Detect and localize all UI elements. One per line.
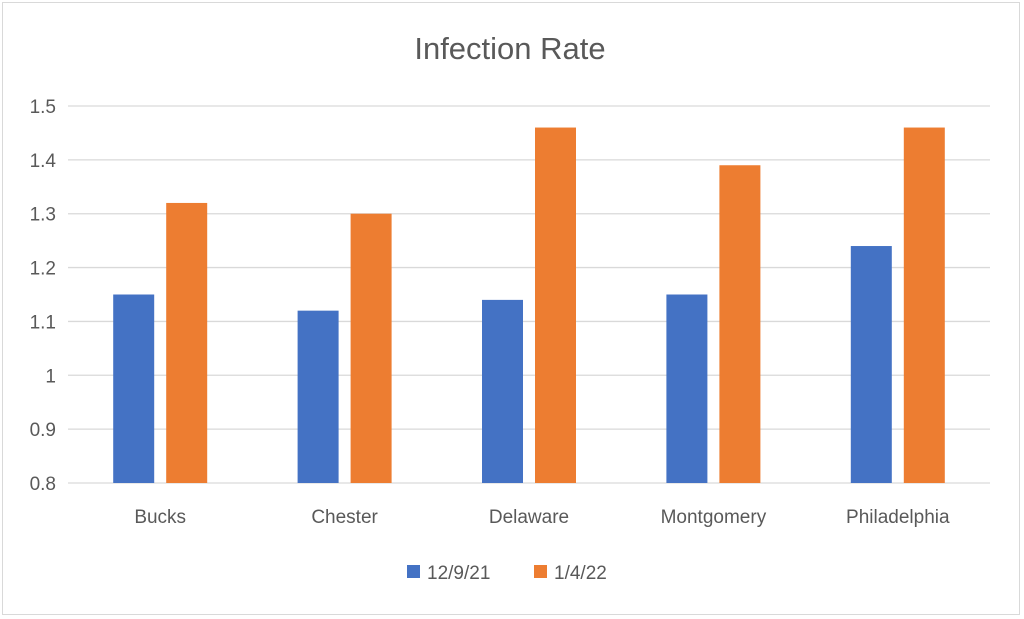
legend: 12/9/21 1/4/22 [407,563,607,584]
gridlines [68,105,990,484]
x-tick-label: Philadelphia [846,507,950,528]
y-tick-label: 0.9 [30,420,56,441]
legend-swatch [534,565,547,578]
bar-bucks-series-1 [113,294,155,483]
y-axis-ticks: 0.8 0.9 1 1.1 1.2 1.3 1.4 1.5 [30,97,57,495]
bar-chester-series-1 [297,310,339,483]
x-tick-label: Delaware [489,507,569,528]
bar-bucks-series-2 [166,202,208,483]
bar-philadelphia-series-2 [903,127,945,484]
y-tick-label: 1.5 [30,97,56,118]
y-tick-label: 1.3 [30,205,56,226]
bar-chester-series-2 [350,213,392,483]
chart-title: Infection Rate [414,31,605,66]
x-tick-label: Bucks [134,507,186,528]
x-tick-label: Montgomery [661,507,767,528]
bar-philadelphia-series-1 [850,246,892,483]
legend-swatch [407,565,420,578]
y-tick-label: 1 [45,366,56,387]
legend-label: 12/9/21 [427,563,490,584]
x-tick-label: Chester [311,507,378,528]
bar-montgomery-series-2 [719,165,761,483]
bar-delaware-series-1 [482,299,523,483]
y-tick-label: 1.2 [30,259,56,280]
bar-delaware-series-2 [535,127,576,484]
x-axis-ticks: Bucks Chester Delaware Montgomery Philadelph… [134,507,950,528]
y-tick-label: 1.4 [30,151,57,172]
bar-montgomery-series-1 [666,294,708,483]
y-tick-label: 0.8 [30,474,56,495]
y-tick-label: 1.1 [30,312,56,333]
bars [113,127,945,484]
legend-label: 1/4/22 [554,563,607,584]
